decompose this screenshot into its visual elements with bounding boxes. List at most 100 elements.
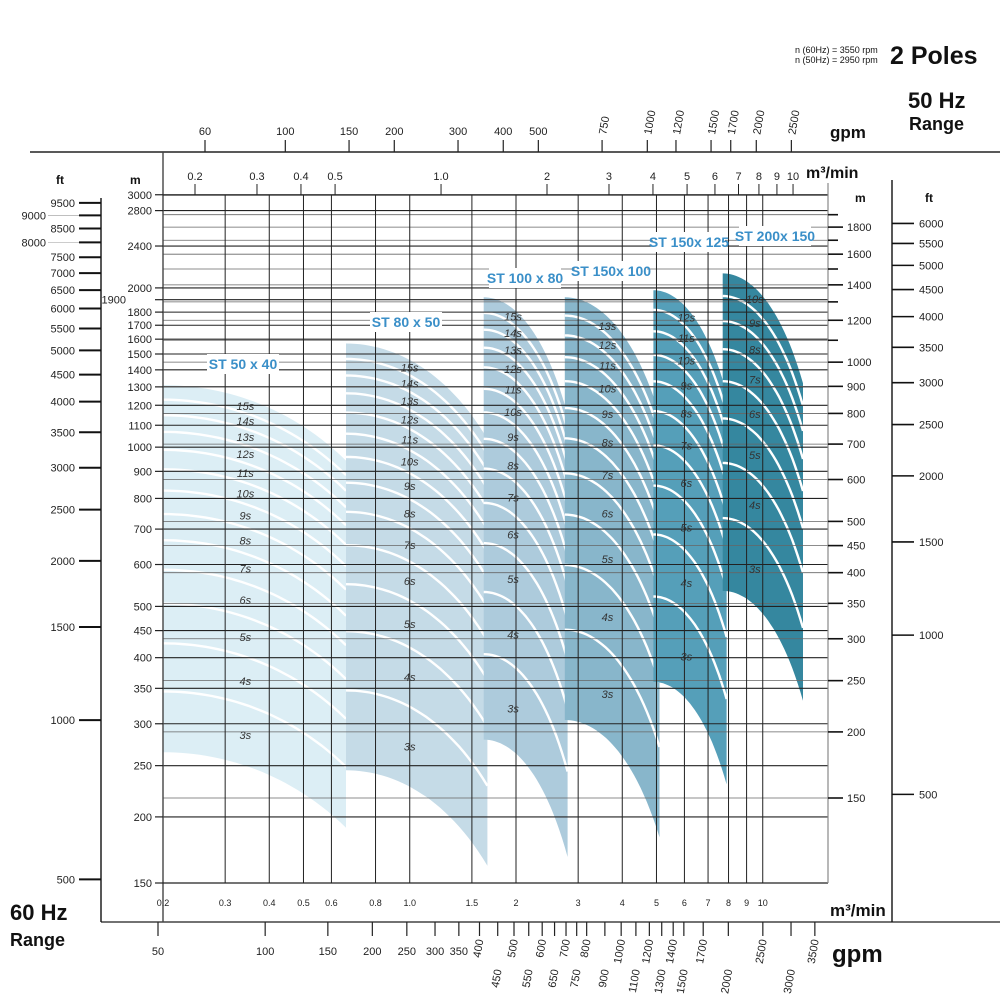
bottom-gpm-tick-label: 1200 xyxy=(640,938,656,964)
stage-label: 3s xyxy=(681,652,693,664)
bottom-gpm-tick-label: 3000 xyxy=(782,968,798,994)
top-m3min-tick-label: 3 xyxy=(606,171,612,183)
stage-curve xyxy=(163,398,347,476)
top-gpm-tick-label: 100 xyxy=(276,126,294,138)
left-m-tick-label: 250 xyxy=(134,761,152,773)
stage-curve xyxy=(483,653,569,772)
bottom-gpm-tick-label: 200 xyxy=(363,946,381,958)
bottom-gpm-tick-label: 250 xyxy=(398,946,416,958)
left-m-tick-label: 2000 xyxy=(128,283,152,295)
bottom-gpm-tick-label: 2000 xyxy=(719,968,735,994)
stage-curve xyxy=(345,374,489,472)
right-m-tick-label: 300 xyxy=(847,634,865,646)
stage-label: 3s xyxy=(749,564,761,576)
bottom-gpm-tick-label: 2500 xyxy=(754,938,770,964)
left-ft-tick-label: 6500 xyxy=(51,285,75,297)
bottom-gpm-tick-label: 1100 xyxy=(627,968,643,993)
stage-curve xyxy=(483,311,569,431)
stage-curve xyxy=(653,330,728,435)
stage-label: 4s xyxy=(240,676,252,688)
right-m-tick-label: 1200 xyxy=(847,315,871,327)
right-m-tick-label: 800 xyxy=(847,408,865,420)
range-50-hz: 50 Hz xyxy=(908,88,966,113)
range-50-label: Range xyxy=(909,114,965,134)
top-gpm-tick-label: 500 xyxy=(529,126,547,138)
bottom-m3min-tick-label: 8 xyxy=(726,898,731,908)
stage-curve xyxy=(162,690,347,768)
bottom-m3min-tick-label: 2 xyxy=(513,898,518,908)
stage-label: 12s xyxy=(599,340,617,352)
stage-label: 4s xyxy=(404,672,416,684)
bottom-gpm-tick-label: 1300 xyxy=(653,968,669,994)
bottom-m3min-tick-label: 6 xyxy=(682,898,687,908)
top-gpm-tick-label: 300 xyxy=(449,126,467,138)
right-ft-tick-label: 1000 xyxy=(919,630,943,642)
stage-curve xyxy=(653,595,728,700)
bottom-m3min-tick-label: 10 xyxy=(758,898,768,908)
stage-curve xyxy=(483,501,569,621)
stage-curve xyxy=(345,510,489,608)
top-gpm-tick-label: 1500 xyxy=(706,109,722,135)
left-ft-tick-label: 500 xyxy=(57,874,75,886)
bottom-gpm-tick-label: 1700 xyxy=(694,938,710,964)
left-m-tick-label: 300 xyxy=(134,719,152,731)
right-ft-tick-label: 5500 xyxy=(919,238,943,250)
stage-label: 8s xyxy=(602,438,614,450)
top-gpm-tick-label: 400 xyxy=(494,126,512,138)
left-m-tick-label: 1000 xyxy=(128,442,152,454)
family-label-bg xyxy=(653,232,725,252)
bottom-gpm-tick-label: 100 xyxy=(256,946,274,958)
left-ft-tick-label: 1000 xyxy=(51,715,75,727)
bottom-m3min-tick-label: 1.0 xyxy=(403,898,416,908)
stage-label: 9s xyxy=(404,481,416,493)
family-label-bg xyxy=(370,312,442,332)
family-label: ST 80 x 50 xyxy=(372,314,441,330)
left-ft-tick-label: 9500 xyxy=(51,198,75,210)
stage-label: 10s xyxy=(746,294,764,306)
stage-curve xyxy=(564,334,661,454)
right-m-unit: m xyxy=(855,191,866,205)
stage-label: 10s xyxy=(599,384,617,396)
top-m3min-unit: m³/min xyxy=(806,165,858,182)
top-gpm-tick-label: 60 xyxy=(199,126,211,138)
bottom-gpm-tick-label: 650 xyxy=(547,968,562,988)
stage-label: 15s xyxy=(504,312,522,324)
bottom-m3min-tick-label: 1.5 xyxy=(466,898,479,908)
stage-curve xyxy=(564,406,661,526)
top-m3min-tick-label: 0.4 xyxy=(293,171,308,183)
stage-label: 6s xyxy=(602,508,614,520)
stage-curve xyxy=(564,563,661,683)
right-ft-tick-label: 3000 xyxy=(919,378,943,390)
left-ft-tick-label: 7000 xyxy=(51,268,75,280)
left-ft-tick-label: 4500 xyxy=(51,370,75,382)
top-gpm-unit: gpm xyxy=(830,123,866,142)
bottom-gpm-tick-label: 350 xyxy=(450,946,468,958)
stage-label: 7s xyxy=(240,563,252,575)
stage-label: 9s xyxy=(507,432,519,444)
top-m3min-tick-label: 8 xyxy=(756,171,762,183)
stage-label: 13s xyxy=(401,396,419,408)
top-m3min-tick-label: 0.5 xyxy=(327,171,342,183)
right-ft-tick-label: 4500 xyxy=(919,285,943,297)
right-ft-tick-label: 5000 xyxy=(919,260,943,272)
stage-label: 10s xyxy=(677,355,695,367)
right-m-tick-label: 500 xyxy=(847,516,865,528)
stage-label: 3s xyxy=(240,730,252,742)
stage-curve xyxy=(162,489,347,567)
stage-curve xyxy=(162,568,347,647)
stage-label: 5s xyxy=(404,619,416,631)
bottom-m3min-tick-label: 0.4 xyxy=(263,898,276,908)
stage-label: 7s xyxy=(507,492,519,504)
stage-label: 10s xyxy=(236,488,254,500)
bottom-gpm-tick-label: 750 xyxy=(569,968,584,988)
stage-label: 9s xyxy=(602,409,614,421)
left-m-tick-label: 200 xyxy=(134,812,152,824)
right-m-tick-label: 350 xyxy=(847,598,865,610)
family-label: ST 50 x 40 xyxy=(209,356,278,372)
right-ft-tick-label: 3500 xyxy=(919,342,943,354)
stage-label: 13s xyxy=(236,432,254,444)
left-ft-tick-label: 3500 xyxy=(51,427,75,439)
right-m-tick-label: 1600 xyxy=(847,249,871,261)
left-ft-tick-label: 1500 xyxy=(51,622,75,634)
